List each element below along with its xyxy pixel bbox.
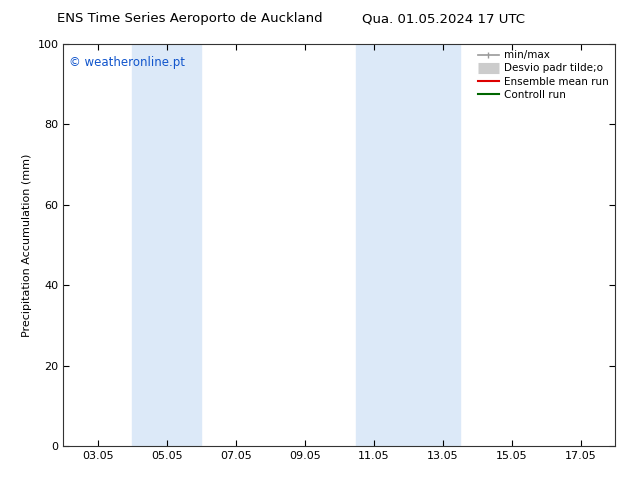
Text: ENS Time Series Aeroporto de Auckland: ENS Time Series Aeroporto de Auckland: [58, 12, 323, 25]
Bar: [133, 44, 202, 446]
Text: Qua. 01.05.2024 17 UTC: Qua. 01.05.2024 17 UTC: [362, 12, 526, 25]
Text: © weatheronline.pt: © weatheronline.pt: [69, 56, 185, 69]
Bar: [356, 44, 460, 446]
Legend: min/max, Desvio padr tilde;o, Ensemble mean run, Controll run: min/max, Desvio padr tilde;o, Ensemble m…: [474, 46, 613, 104]
Y-axis label: Precipitation Accumulation (mm): Precipitation Accumulation (mm): [22, 153, 32, 337]
